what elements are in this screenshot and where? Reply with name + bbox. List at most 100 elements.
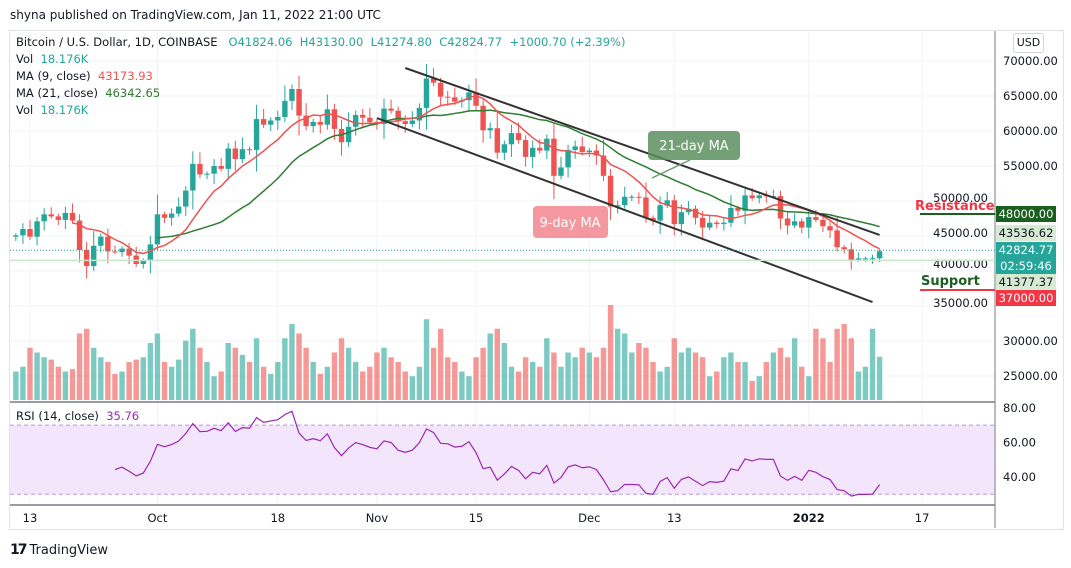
- candle-body: [593, 150, 600, 156]
- candle-body: [558, 167, 564, 176]
- volume-bar: [756, 376, 762, 400]
- candle-body: [289, 89, 295, 101]
- candle-body: [848, 249, 854, 260]
- candle-body: [728, 208, 734, 223]
- candle-body: [147, 244, 154, 261]
- candle-body: [841, 247, 847, 250]
- candle-body: [813, 217, 819, 220]
- candle-body: [430, 78, 437, 83]
- candle-body: [636, 196, 642, 198]
- price-axis-label: 50000.00: [933, 191, 988, 205]
- last-price: 42824.77: [998, 243, 1054, 257]
- volume-bar: [600, 347, 607, 400]
- volume-bar: [225, 343, 231, 400]
- volume-bar: [204, 362, 210, 400]
- candle-body: [664, 200, 670, 206]
- time-axis-label: 13: [667, 511, 682, 525]
- volume-bar: [742, 362, 748, 400]
- volume-bar: [126, 362, 132, 400]
- volume-bar: [544, 338, 550, 400]
- volume-bar: [62, 371, 69, 400]
- volume-bar: [268, 373, 274, 400]
- candle-body: [41, 214, 47, 222]
- volume-bar: [770, 352, 777, 400]
- volume-bar: [147, 343, 154, 400]
- candle-body: [869, 258, 876, 260]
- ma21-legend: MA (21, close) 46342.65: [16, 86, 160, 100]
- volume-bar: [522, 357, 529, 400]
- candle-body: [112, 251, 118, 253]
- rsi-axis-label: 40.00: [1003, 470, 1036, 484]
- candle-body: [579, 146, 585, 152]
- candle-body: [296, 89, 302, 116]
- volume-bar: [317, 373, 323, 400]
- price-axis-label: 25000.00: [1003, 369, 1058, 383]
- volume-bar: [480, 347, 486, 400]
- volume-bar: [685, 347, 692, 400]
- volume-bar: [168, 366, 175, 400]
- volume-bar: [161, 362, 168, 400]
- volume-bar: [445, 357, 451, 400]
- volume-bar: [501, 343, 508, 400]
- volume-bar: [296, 333, 302, 400]
- volume-bar: [48, 359, 54, 400]
- price-axis-label: 35000.00: [933, 296, 988, 310]
- volume-bar: [360, 371, 366, 400]
- candle-body: [367, 117, 373, 122]
- volume-bar: [777, 347, 784, 400]
- volume-bar: [409, 376, 416, 400]
- candle-body: [183, 190, 189, 207]
- volume-bar: [622, 333, 628, 400]
- candle-body: [211, 166, 217, 174]
- last-price-tag: 42824.77 02:59:46: [996, 242, 1056, 274]
- candle-body: [685, 208, 692, 213]
- volume-bar: [253, 338, 260, 400]
- candle-body: [48, 214, 54, 217]
- candle-body: [529, 147, 536, 157]
- channel-upper-trendline: [404, 67, 880, 236]
- volume-bar: [664, 366, 670, 400]
- volume-bar: [714, 371, 720, 400]
- candle-body: [699, 217, 706, 228]
- volume-bar: [154, 333, 161, 400]
- candle-body: [260, 119, 267, 125]
- volume-bar: [452, 362, 458, 400]
- support-label: Support: [921, 274, 980, 289]
- volume-bar: [671, 338, 677, 400]
- candle-body: [692, 208, 699, 218]
- volume-bar: [275, 362, 281, 400]
- candle-body: [395, 110, 401, 122]
- candle-body: [388, 108, 394, 111]
- volume-bar: [310, 362, 316, 400]
- volume-bar: [190, 328, 196, 400]
- candle-body: [607, 175, 614, 207]
- candle-body: [827, 226, 833, 231]
- candle-body: [650, 217, 656, 221]
- volume-bar: [537, 366, 543, 400]
- volume-bar: [806, 376, 812, 400]
- candle-body: [91, 245, 97, 267]
- volume-bar: [473, 357, 479, 400]
- price-axis-label: 70000.00: [1003, 54, 1058, 68]
- volume-bar: [692, 352, 699, 400]
- time-axis-label: Dec: [578, 511, 600, 525]
- volume-bar: [494, 328, 500, 400]
- candle-body: [629, 196, 635, 198]
- volume-bar: [813, 328, 819, 400]
- candle-body: [487, 128, 493, 131]
- candle-body: [452, 97, 458, 102]
- ohlc-low: L41274.80: [370, 35, 432, 49]
- volume-bar: [13, 371, 19, 400]
- currency-button[interactable]: USD: [1013, 33, 1044, 53]
- price-axis-label: 55000.00: [1003, 159, 1058, 173]
- volume-bar: [650, 362, 656, 400]
- tradingview-logo[interactable]: 17 TradingView: [10, 542, 108, 558]
- volume-bar: [183, 340, 189, 400]
- candle-body: [742, 195, 748, 211]
- volume-bar: [232, 347, 239, 400]
- volume-bar: [140, 357, 146, 400]
- candle-body: [98, 236, 104, 246]
- candle-body: [501, 144, 508, 153]
- candle-body: [820, 219, 826, 227]
